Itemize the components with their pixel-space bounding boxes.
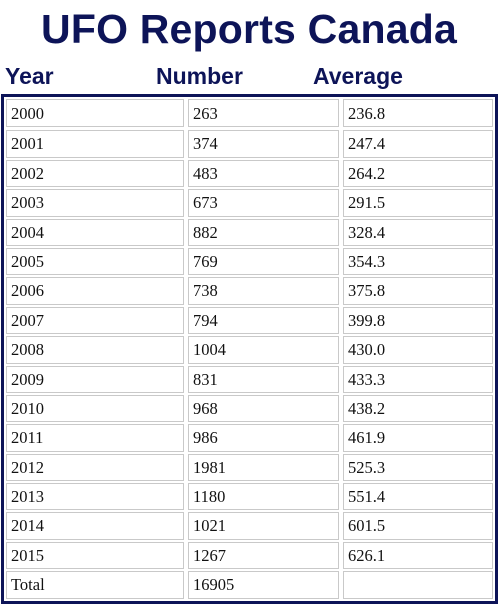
average-cell: 601.5: [343, 512, 493, 540]
table-row: 2013 1180 551.4: [6, 481, 493, 511]
average-cell: 247.4: [343, 130, 493, 158]
year-cell: 2007: [6, 306, 184, 335]
number-cell: 882: [188, 218, 339, 246]
number-cell: 1021: [188, 512, 339, 540]
average-cell: 433.3: [343, 365, 493, 393]
table-row: 2012 1981 525.3: [6, 452, 493, 482]
number-cell: 263: [188, 99, 339, 128]
year-cell: 2003: [6, 189, 184, 217]
number-cell: 483: [188, 159, 339, 188]
number-cell: 1267: [188, 541, 339, 570]
average-cell: 236.8: [343, 99, 493, 128]
number-cell: 1981: [188, 453, 339, 482]
number-cell: 986: [188, 424, 339, 452]
table-row: 2008 1004 430.0: [6, 334, 493, 364]
number-cell: 831: [188, 365, 339, 393]
year-cell: 2015: [6, 541, 184, 570]
table-row: 2006 738 375.8: [6, 275, 493, 305]
table-row: 2010 968 438.2: [6, 393, 493, 423]
number-cell: 769: [188, 247, 339, 276]
table-row: 2014 1021 601.5: [6, 510, 493, 540]
year-cell: 2004: [6, 218, 184, 246]
table-row: 2009 831 433.3: [6, 364, 493, 393]
average-cell: 461.9: [343, 424, 493, 452]
year-cell: Total: [6, 571, 184, 599]
average-cell: 354.3: [343, 247, 493, 276]
year-cell: 2013: [6, 483, 184, 511]
table-row: 2000 263 236.8: [6, 99, 493, 128]
year-cell: 2005: [6, 247, 184, 276]
average-cell: 328.4: [343, 218, 493, 246]
average-cell: 551.4: [343, 483, 493, 511]
number-cell: 1004: [188, 336, 339, 364]
column-header-number: Number: [156, 63, 243, 89]
average-cell: 375.8: [343, 277, 493, 305]
average-cell: [343, 571, 493, 599]
table-row: 2015 1267 626.1: [6, 540, 493, 570]
column-header-year: Year: [5, 63, 54, 89]
year-cell: 2002: [6, 159, 184, 188]
year-cell: 2010: [6, 394, 184, 423]
number-cell: 673: [188, 189, 339, 217]
year-cell: 2000: [6, 99, 184, 128]
number-cell: 374: [188, 130, 339, 158]
table-row: 2003 673 291.5: [6, 187, 493, 217]
table-row: 2011 986 461.9: [6, 422, 493, 452]
year-cell: 2001: [6, 130, 184, 158]
average-cell: 525.3: [343, 453, 493, 482]
year-cell: 2012: [6, 453, 184, 482]
number-cell: 1180: [188, 483, 339, 511]
year-cell: 2011: [6, 424, 184, 452]
table-row: 2007 794 399.8: [6, 305, 493, 335]
table-row: 2001 374 247.4: [6, 128, 493, 158]
data-table: 2000 263 236.8 2001 374 247.4 2002 483 264.2 2003…: [1, 94, 498, 604]
number-cell: 968: [188, 394, 339, 423]
number-cell: 738: [188, 277, 339, 305]
table-row: Total 16905: [6, 569, 493, 599]
average-cell: 264.2: [343, 159, 493, 188]
table-row: 2004 882 328.4: [6, 217, 493, 246]
average-cell: 399.8: [343, 306, 493, 335]
year-cell: 2006: [6, 277, 184, 305]
table-row: 2002 483 264.2: [6, 158, 493, 188]
average-cell: 626.1: [343, 541, 493, 570]
column-header-average: Average: [313, 63, 403, 89]
year-cell: 2014: [6, 512, 184, 540]
average-cell: 438.2: [343, 394, 493, 423]
year-cell: 2009: [6, 365, 184, 393]
number-cell: 794: [188, 306, 339, 335]
year-cell: 2008: [6, 336, 184, 364]
average-cell: 430.0: [343, 336, 493, 364]
table-grid: 2000 263 236.8 2001 374 247.4 2002 483 264.2 2003…: [6, 99, 493, 599]
page-title: UFO Reports Canada: [41, 6, 457, 52]
average-cell: 291.5: [343, 189, 493, 217]
table-row: 2005 769 354.3: [6, 246, 493, 276]
number-cell: 16905: [188, 571, 339, 599]
